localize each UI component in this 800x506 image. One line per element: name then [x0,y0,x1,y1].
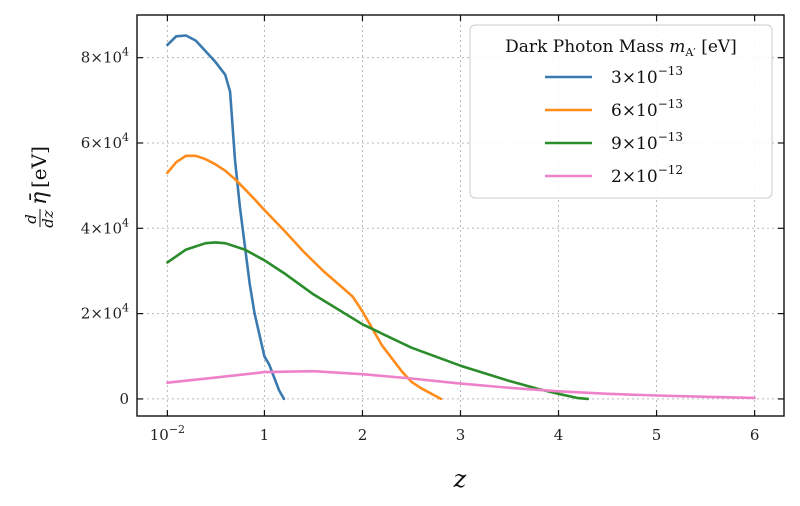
legend-title: Dark Photon Mass mA′ [eV] [505,37,737,59]
svg-text:dz: dz [39,210,57,228]
y-tick-label: 6×104 [81,131,129,152]
x-tick-label: 5 [652,426,662,444]
y-tick-labels: 0 2×104 4×104 6×104 8×104 [81,46,129,408]
y-tick-label: 4×104 [81,216,129,237]
x-tick-label: 4 [554,426,564,444]
legend: Dark Photon Mass mA′ [eV] 3×10−13 6×10−13… [469,24,773,199]
x-tick-label: 10−2 [150,423,185,444]
svg-text:η̄: η̄ [27,192,52,205]
svg-text:d: d [22,214,40,224]
x-tick-label: 6 [750,426,760,444]
series-lines [166,34,756,401]
series-line-1 [166,34,286,401]
legend-entries: 3×10−13 6×10−13 9×10−13 2×10−12 [545,64,683,187]
legend-label: 3×10−13 [611,64,683,88]
y-axis-label: d dz η̄ [eV] [22,146,57,228]
x-tick-label: 3 [456,426,466,444]
y-tick-label: 8×104 [81,46,129,67]
y-tick-label: 0 [119,390,129,408]
series-line-4 [166,369,756,400]
x-tick-label: 2 [358,426,368,444]
legend-box [469,24,773,199]
y-tick-label: 2×104 [81,302,129,323]
series-line-2 [166,154,443,401]
legend-label: 2×10−12 [611,163,683,187]
legend-label: 9×10−13 [611,130,683,154]
svg-text:[eV]: [eV] [27,146,51,188]
x-tick-label: 1 [260,426,270,444]
x-axis-label: z [453,465,467,493]
legend-label: 6×10−13 [611,97,683,121]
axis-ticks [137,15,784,416]
x-tick-labels: 10−2 1 2 3 4 5 6 [150,423,760,444]
